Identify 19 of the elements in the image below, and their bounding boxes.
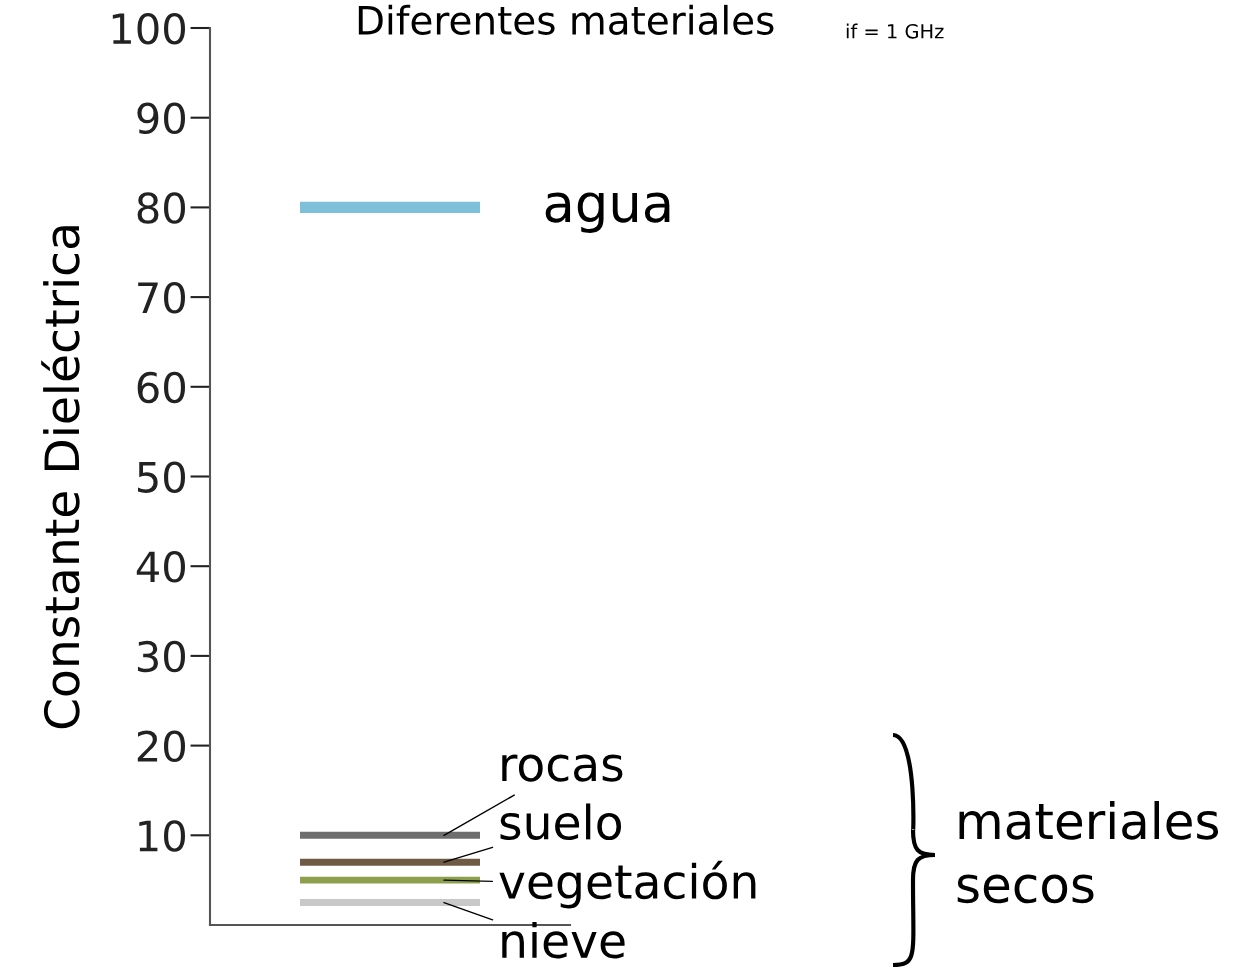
y-axis-title: Constante Dieléctrica: [41, 226, 80, 729]
y-tick-label: 100: [112, 12, 186, 45]
y-tick-label: 10: [139, 820, 186, 852]
series-label: nieve: [502, 921, 625, 959]
y-tick-label: 40: [136, 551, 186, 583]
series-label: suelo: [500, 803, 622, 841]
chart-title: Diferentes materiales: [358, 4, 774, 35]
y-tick-label: 70: [138, 282, 186, 314]
y-tick-label: 50: [137, 461, 186, 493]
text: materiales secos: [957, 801, 1219, 904]
series-label: agua: [545, 192, 670, 233]
series-label: rocas: [502, 754, 623, 782]
y-tick-label: 90: [137, 102, 186, 135]
y-tick-label: 20: [137, 730, 186, 763]
series-label: vegetación: [499, 860, 756, 909]
y-tick-label: 60: [137, 371, 186, 404]
y-tick-label: 80: [137, 192, 186, 224]
y-tick-label: 30: [137, 640, 186, 673]
text: if = 1 GHz: [846, 23, 944, 39]
